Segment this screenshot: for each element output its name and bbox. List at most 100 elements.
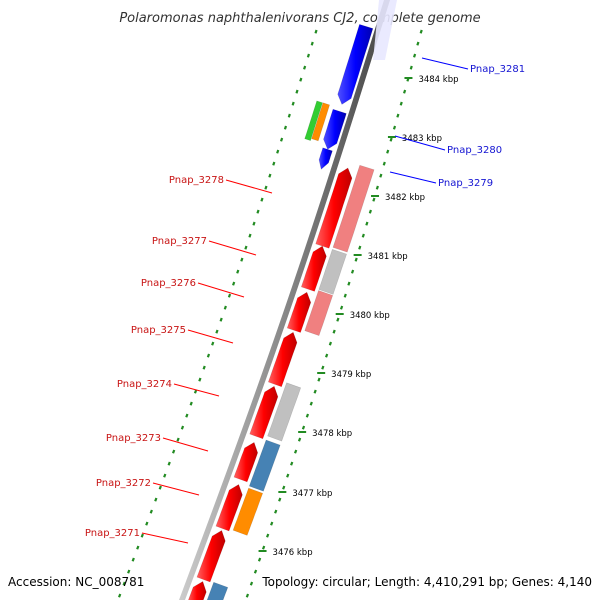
- gene-arrow-forward: [196, 530, 226, 583]
- tick-label: 3482 kbp: [385, 193, 425, 203]
- gene-leader-line: [197, 282, 245, 298]
- inner-ring-dot: [392, 125, 397, 130]
- outer-ring-dot: [314, 29, 318, 34]
- outer-ring-dot: [264, 185, 268, 190]
- cds-bar: [232, 487, 264, 536]
- backbone-band: [179, 0, 390, 600]
- outer-ring-dot: [248, 233, 252, 238]
- tick-label: 3477 kbp: [292, 489, 332, 499]
- outer-ring-dot: [202, 365, 206, 370]
- cds-bar: [267, 382, 302, 442]
- inner-ring-dot: [324, 353, 329, 358]
- outer-ring-dot: [163, 473, 167, 478]
- inner-ring-dot: [361, 233, 365, 238]
- gene-leader-line: [225, 179, 273, 194]
- outer-ring-dot: [283, 125, 288, 130]
- accession-text: Accession: NC_008781: [8, 575, 144, 589]
- gene-leader-line: [162, 437, 209, 452]
- gene-label: Pnap_3279: [438, 178, 493, 189]
- gene-arrow-reverse: [318, 147, 333, 170]
- cds-orange-bar: [311, 102, 330, 142]
- inner-ring-dot: [365, 221, 369, 226]
- inner-ring-dot: [372, 197, 376, 202]
- inner-ring-dot: [313, 389, 317, 394]
- outer-ring-dot: [280, 137, 284, 142]
- gene-label: Pnap_3277: [152, 236, 207, 247]
- gene-label: Pnap_3274: [117, 379, 172, 390]
- outer-ring-dot: [272, 161, 276, 166]
- inner-ring-dot: [396, 113, 400, 118]
- gene-arrow-reverse: [337, 24, 374, 105]
- gene-leader-line: [421, 57, 469, 70]
- cds-bar: [318, 249, 347, 295]
- inner-ring-dot: [419, 29, 423, 34]
- cds-bar: [206, 581, 229, 600]
- gene-label: Pnap_3271: [85, 528, 140, 539]
- inner-ring-dot: [332, 329, 336, 334]
- outer-ring-dot: [306, 53, 311, 58]
- gene-label: Pnap_3276: [141, 278, 196, 289]
- outer-ring-dot: [260, 197, 264, 202]
- inner-ring-dot: [416, 41, 420, 46]
- inner-ring-dot: [339, 305, 344, 310]
- gene-labels: Pnap_3281 Pnap_3280 Pnap_3279 Pnap_3278 Pnap…: [85, 57, 525, 544]
- gene-arrow-forward: [249, 385, 279, 440]
- outer-ring-dot: [149, 509, 153, 514]
- gene-arrow-forward: [300, 245, 327, 292]
- gene-leader-line: [208, 240, 257, 256]
- inner-ring-dot: [347, 281, 351, 286]
- inner-ring-dot: [297, 437, 302, 442]
- cds-bar: [332, 164, 375, 253]
- outer-ring-dot: [236, 269, 240, 274]
- outer-ring-dot: [185, 413, 189, 418]
- outer-ring-dot: [299, 77, 303, 82]
- inner-ring-dot: [368, 209, 372, 214]
- inner-ring-dot: [358, 245, 362, 250]
- tick-label: 3483 kbp: [402, 134, 442, 144]
- inner-ring-dot: [413, 53, 417, 58]
- backbone-highlight: [373, 0, 397, 60]
- inner-ring-dot: [301, 425, 306, 430]
- gene-arrow-reverse: [323, 108, 347, 150]
- inner-tick-ring: [245, 29, 423, 598]
- inner-ring-dot: [282, 485, 286, 490]
- outer-ring-dot: [118, 593, 122, 598]
- scale-ticks: 3484 kbp 3483 kbp 3482 kbp 3481 kbp 3480 kbp…: [258, 75, 459, 558]
- gene-leader-line: [141, 532, 189, 544]
- tick-label: 3480 kbp: [350, 311, 390, 321]
- tick-label: 3479 kbp: [331, 370, 371, 380]
- outer-ring-dot: [291, 101, 295, 106]
- outer-ring-dot: [122, 581, 126, 586]
- inner-ring-dot: [399, 101, 403, 106]
- outer-ring-dot: [154, 497, 158, 502]
- gene-label: Pnap_3280: [447, 145, 502, 156]
- gene-arrow-forward: [267, 331, 298, 388]
- outer-ring-dot: [171, 449, 176, 454]
- outer-tick-ring: [118, 29, 318, 598]
- outer-ring-dot: [256, 209, 260, 214]
- tick-label: 3478 kbp: [312, 429, 352, 439]
- outer-ring-dot: [193, 389, 198, 394]
- outer-ring-dot: [252, 221, 256, 226]
- inner-ring-dot: [317, 377, 321, 382]
- gene-arrow-forward: [286, 291, 312, 333]
- gene-leader-line: [389, 171, 437, 184]
- gene-label: Pnap_3273: [106, 433, 161, 444]
- outer-ring-dot: [223, 305, 227, 310]
- inner-ring-dot: [375, 185, 379, 190]
- inner-ring-dot: [270, 521, 274, 526]
- cds-bar: [248, 439, 281, 492]
- outer-ring-dot: [232, 281, 236, 286]
- outer-ring-dot: [211, 341, 215, 346]
- outer-ring-dot: [167, 461, 171, 466]
- tick-label: 3484 kbp: [418, 75, 458, 85]
- gene-leader-line: [187, 329, 234, 344]
- gene-leader-line: [152, 482, 200, 496]
- outer-ring-dot: [219, 317, 223, 322]
- outer-ring-dot: [131, 557, 135, 562]
- gene-arrow-forward: [233, 441, 259, 483]
- outer-ring-dot: [244, 245, 248, 250]
- outer-ring-dot: [227, 293, 232, 298]
- gene-leader-line: [394, 135, 446, 151]
- inner-ring-dot: [389, 137, 393, 142]
